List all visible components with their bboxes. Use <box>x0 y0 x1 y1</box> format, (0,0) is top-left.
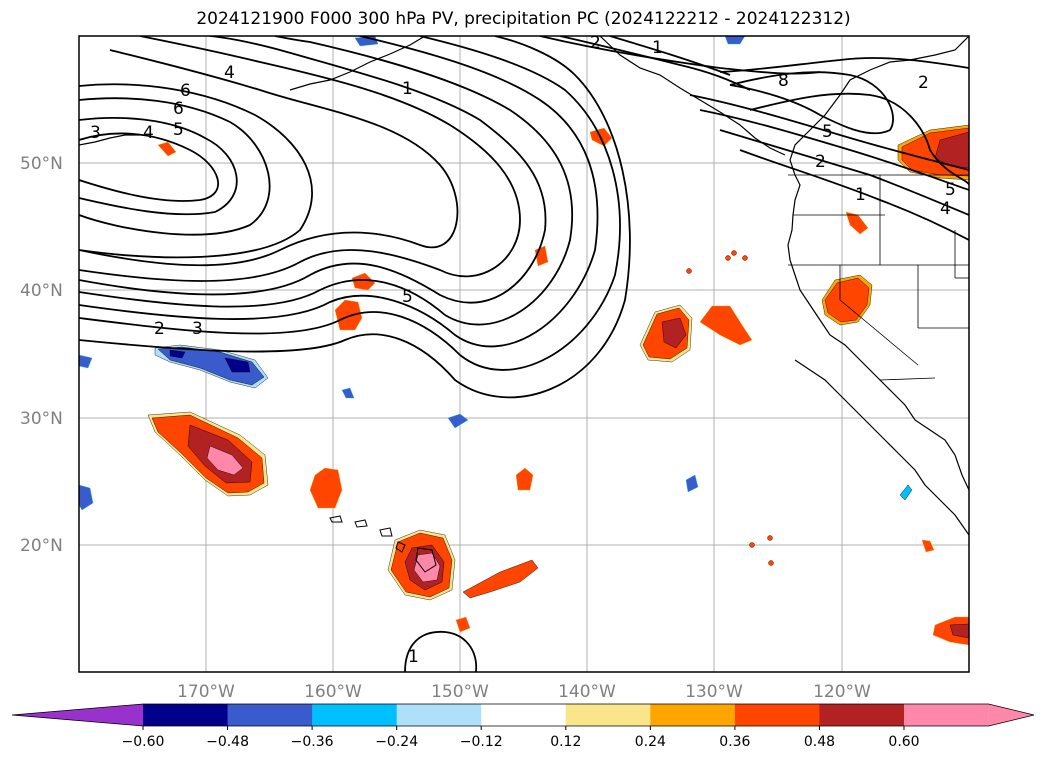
colorbar-tick-label: −0.12 <box>460 734 503 750</box>
map-frame <box>78 35 970 673</box>
precip-blob <box>351 272 376 291</box>
contour-label: 2 <box>154 319 165 339</box>
colorbar-bin <box>565 704 651 726</box>
precip-blob <box>206 445 244 476</box>
colorbar-tick-label: −0.36 <box>291 734 334 750</box>
colorbar-tick-label: 0.60 <box>888 734 919 750</box>
colorbar-tick-label: −0.60 <box>122 734 165 750</box>
precip-positive-regions <box>147 124 969 646</box>
precip-negative-regions <box>79 36 913 511</box>
lon-label: 160°W <box>304 682 362 702</box>
precip-blob <box>932 616 969 646</box>
lon-label: 130°W <box>685 682 743 702</box>
contour-label: 6 <box>180 81 191 101</box>
coastlines <box>79 36 969 536</box>
lat-label: 40°N <box>20 281 63 301</box>
colorbar-tick-label: −0.24 <box>375 734 418 750</box>
map-title: 2024121900 F000 300 hPa PV, precipitatio… <box>196 9 851 29</box>
contour-label: 6 <box>173 99 184 119</box>
precip-blob <box>447 413 469 429</box>
precip-blob <box>845 211 869 235</box>
precip-blob <box>157 141 177 157</box>
precip-blob <box>724 36 746 45</box>
colorbar-bin <box>904 704 989 726</box>
contour-label: 2 <box>815 152 826 172</box>
contour-label: 2 <box>918 73 929 93</box>
colorbar-bin <box>819 704 905 726</box>
contour-label: 5 <box>402 287 413 307</box>
colorbar-bin <box>227 704 313 726</box>
contour-label: 3 <box>192 319 203 339</box>
contour-label: 5 <box>822 122 833 142</box>
colorbar-tick-label: 0.24 <box>635 734 666 750</box>
precip-blob <box>309 467 343 509</box>
precip-blob <box>79 484 94 511</box>
longitude-labels: 170°W 160°W 150°W 140°W 130°W 120°W <box>177 682 871 702</box>
precip-blob <box>462 559 539 599</box>
colorbar-bin <box>143 704 229 726</box>
colorbar-tick-label: −0.48 <box>206 734 249 750</box>
hawaiian-islands <box>329 515 437 573</box>
precip-blob <box>169 349 186 359</box>
contour-label: 4 <box>143 123 154 143</box>
colorbar-tick-label: 0.12 <box>550 734 581 750</box>
precip-blob <box>921 539 935 553</box>
colorbar-extend-high <box>988 704 1034 726</box>
lon-label: 120°W <box>813 682 871 702</box>
colorbar-ticks: −0.60 −0.48 −0.36 −0.24 −0.12 0.12 0.24 0.36 0.4… <box>122 726 920 750</box>
contour-label: 4 <box>940 199 951 219</box>
lat-label: 20°N <box>20 536 63 556</box>
lon-label: 170°W <box>177 682 235 702</box>
precip-blob <box>341 387 355 399</box>
precip-blob <box>899 484 913 501</box>
precip-blob <box>224 357 251 373</box>
contour-label: 1 <box>402 79 413 99</box>
colorbar <box>11 703 1035 727</box>
contour-label: 3 <box>90 123 101 143</box>
state-borders <box>788 174 969 381</box>
precip-blob <box>515 467 534 491</box>
contour-label: 5 <box>945 180 956 200</box>
precip-blob <box>455 616 471 633</box>
lon-label: 150°W <box>431 682 489 702</box>
contour-label: 5 <box>173 120 184 140</box>
precip-blob <box>699 305 753 346</box>
precip-blob <box>685 474 699 493</box>
precip-blob <box>334 299 363 331</box>
lat-label: 50°N <box>20 154 63 174</box>
contour-label: 8 <box>778 71 789 91</box>
contour-label: 1 <box>408 647 419 667</box>
colorbar-bin <box>650 704 736 726</box>
colorbar-bin <box>734 704 820 726</box>
pv-contour-labels: 4 6 6 5 4 3 1 2 3 5 2 1 8 5 2 2 1 5 4 1 <box>90 33 956 667</box>
colorbar-tick-label: 0.36 <box>719 734 750 750</box>
colorbar-tick-label: 0.48 <box>804 734 835 750</box>
precip-blob <box>79 354 93 369</box>
lat-label: 30°N <box>20 409 63 429</box>
precip-blob <box>413 552 441 583</box>
latitude-labels: 50°N 40°N 30°N 20°N <box>20 154 63 556</box>
colorbar-bin <box>312 704 398 726</box>
precip-blob <box>824 277 870 323</box>
pv-contours <box>79 36 969 672</box>
colorbar-extend-low <box>12 704 143 726</box>
contour-label: 1 <box>855 185 866 205</box>
colorbar-bin <box>481 704 567 726</box>
precip-blob <box>949 623 969 639</box>
contour-label: 1 <box>652 38 663 58</box>
contour-label: 2 <box>590 33 601 53</box>
contour-label: 4 <box>224 63 235 83</box>
precip-blob <box>661 317 687 349</box>
colorbar-bin <box>396 704 482 726</box>
lon-label: 140°W <box>558 682 616 702</box>
